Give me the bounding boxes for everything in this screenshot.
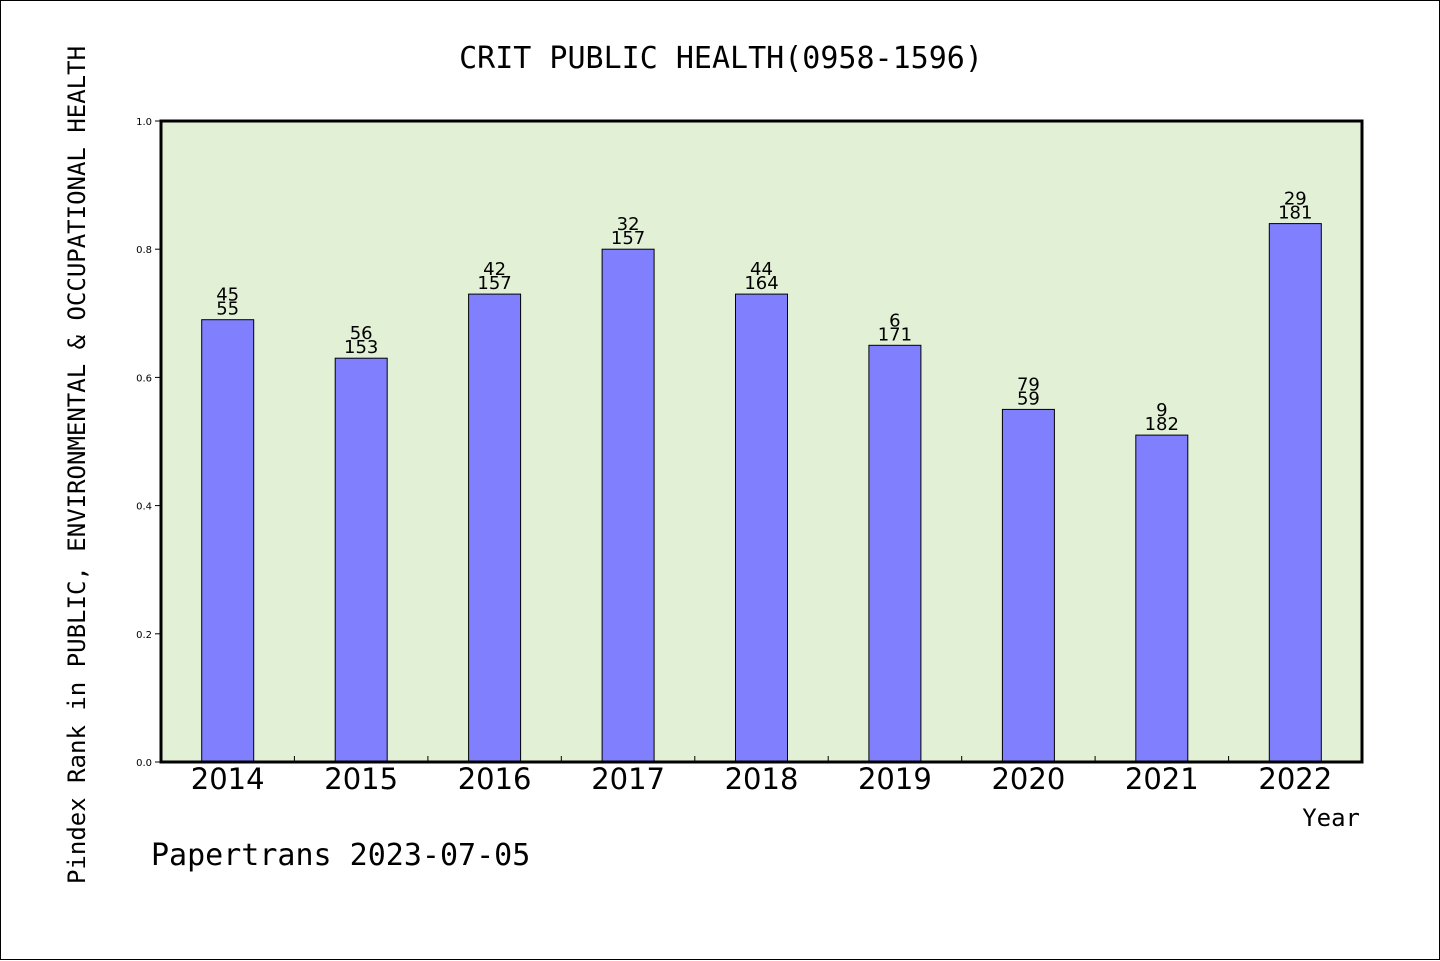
y-tick-label: 1.0 (136, 117, 152, 128)
bar-rank-label-2018: 44 (750, 259, 773, 280)
bar-total-label-2018: 164 (744, 273, 778, 294)
bar-rank-label-2014: 45 (216, 285, 239, 306)
x-tick-label-2021: 2021 (1125, 762, 1199, 796)
bar-2016 (468, 293, 522, 763)
x-tick-label-2020: 2020 (991, 762, 1065, 796)
bar-total-label-2017: 157 (611, 228, 645, 249)
bar-rank-label-2021: 9 (1156, 400, 1167, 421)
bar-rank-label-2016: 42 (483, 259, 506, 280)
bar-2021 (1135, 434, 1189, 763)
y-tick-label: 0.6 (136, 373, 152, 384)
bar-total-label-2015: 153 (344, 337, 378, 358)
bar-2022 (1268, 223, 1322, 763)
y-tick-label: 0.4 (136, 502, 152, 513)
bar-2017 (601, 248, 655, 763)
bar-rank-label-2019: 6 (889, 310, 900, 331)
bar-2019 (868, 344, 922, 763)
bar-2014 (201, 319, 255, 763)
y-tick-label: 0.8 (136, 245, 152, 256)
bar-total-label-2019: 171 (878, 324, 912, 345)
y-tick-label: 0.0 (136, 758, 152, 769)
x-tick-label-2022: 2022 (1258, 762, 1332, 796)
chart-title: CRIT PUBLIC HEALTH(0958-1596) (459, 41, 983, 76)
bar-2018 (735, 293, 788, 763)
bar-2020 (1001, 408, 1055, 763)
y-tick-label: 0.2 (136, 630, 152, 641)
x-tick-label-2016: 2016 (458, 762, 532, 796)
x-axis-label: Year (1302, 804, 1360, 832)
y-axis-label: Pindex Rank in PUBLIC, ENVIRONMENTAL & O… (63, 46, 91, 884)
x-tick-label-2014: 2014 (191, 762, 265, 796)
bar-labels-layer: 4555561534215732157441646171795991822918… (216, 189, 1312, 436)
footer-date-stamp: Papertrans 2023-07-05 (151, 838, 530, 873)
plot-border (159, 119, 1364, 764)
bar-2015 (334, 357, 388, 763)
bar-rank-label-2017: 32 (617, 214, 640, 235)
bar-total-label-2022: 181 (1278, 203, 1312, 224)
x-axis-ticks: 2014 2015 2016 2017 2018 2019 2020 2021 2022 (191, 756, 1332, 796)
bar-total-label-2021: 182 (1145, 414, 1179, 435)
bar-rank-label-2022: 29 (1284, 189, 1307, 210)
x-tick-label-2019: 2019 (858, 762, 932, 796)
bar-total-label-2020: 59 (1017, 388, 1040, 409)
x-tick-label-2018: 2018 (725, 762, 799, 796)
bars-layer (201, 223, 1322, 763)
y-axis-ticks: 0.0 0.2 0.4 0.6 0.8 1.0 (136, 117, 161, 769)
bar-total-label-2014: 55 (216, 299, 239, 320)
x-tick-label-2015: 2015 (324, 762, 398, 796)
x-tick-label-2017: 2017 (591, 762, 665, 796)
bar-rank-label-2020: 79 (1017, 374, 1040, 395)
bar-rank-label-2015: 56 (350, 323, 373, 344)
bar-total-label-2016: 157 (477, 273, 511, 294)
